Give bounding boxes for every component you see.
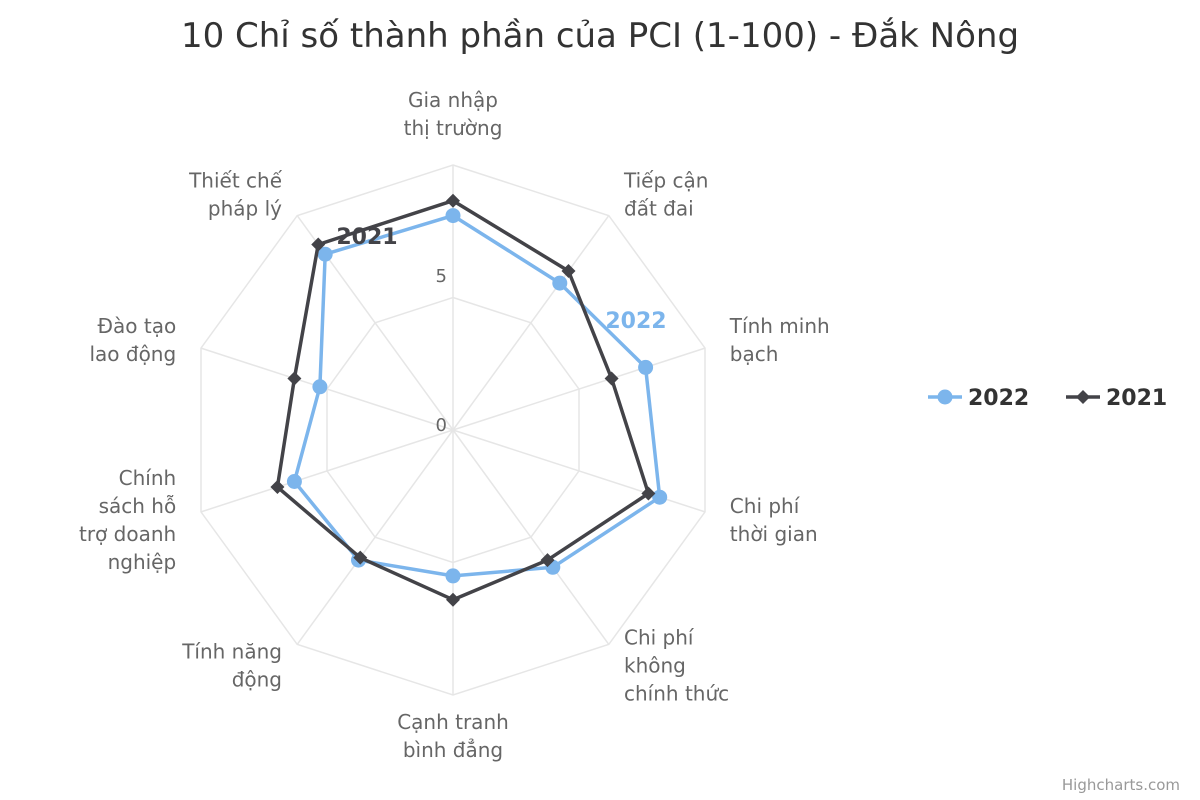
- data-point[interactable]: [287, 371, 302, 386]
- legend-label: 2022: [968, 386, 1029, 411]
- data-point[interactable]: [270, 480, 285, 495]
- data-point[interactable]: [317, 246, 333, 262]
- grid-spoke: [296, 429, 454, 645]
- chart-title: 10 Chỉ số thành phần của PCI (1-100) - Đ…: [181, 16, 1019, 56]
- data-point[interactable]: [540, 553, 555, 568]
- grid-spoke: [200, 429, 454, 513]
- legend: 2022 2021: [928, 386, 1167, 411]
- data-point[interactable]: [286, 474, 302, 489]
- grid-spoke: [452, 215, 610, 431]
- legend-marker: [937, 389, 953, 405]
- data-point[interactable]: [641, 486, 656, 501]
- grid-spoke: [452, 429, 610, 645]
- legend-marker: [1076, 390, 1090, 404]
- tick-label: 5: [436, 266, 447, 287]
- series-label: 2021: [336, 225, 397, 250]
- data-point[interactable]: [445, 568, 461, 584]
- series-label: 2022: [605, 309, 666, 334]
- axis-labels: Gia nhập thị trường Tiếp cận đất đai Tính mi…: [79, 88, 830, 762]
- axis-label: Tính năng động: [181, 639, 282, 691]
- series-2022: 2022: [286, 208, 668, 584]
- axis-label: Chi phí không chính thức: [624, 625, 729, 705]
- axis-label: Chính sách hỗ trợ doanh nghiệp: [79, 466, 176, 574]
- series-2021: 2021: [270, 193, 656, 607]
- data-point[interactable]: [446, 193, 460, 208]
- data-point[interactable]: [638, 359, 654, 375]
- axis-label: Gia nhập thị trường: [404, 88, 503, 140]
- axis-label: Tiếp cận đất đai: [623, 169, 708, 221]
- data-point[interactable]: [445, 208, 461, 224]
- legend-item-2022[interactable]: 2022: [928, 386, 1029, 411]
- grid-spoke: [452, 347, 706, 431]
- axis-label: Chi phí thời gian: [730, 494, 818, 546]
- axis-label: Tính minh bạch: [729, 314, 830, 366]
- data-point[interactable]: [561, 264, 576, 279]
- legend-item-2021[interactable]: 2021: [1066, 386, 1167, 411]
- data-point[interactable]: [552, 275, 568, 291]
- axis-label: Thiết chế pháp lý: [188, 169, 283, 221]
- axis-label: Cạnh tranh bình đẳng: [397, 710, 509, 762]
- tick-labels: 05: [436, 266, 447, 436]
- axis-label: Đào tạo lao động: [89, 314, 176, 366]
- data-point[interactable]: [312, 379, 328, 395]
- radar-grid: [200, 164, 706, 696]
- series-layer: 2022 2021: [270, 193, 668, 607]
- data-point[interactable]: [652, 489, 668, 505]
- data-point[interactable]: [311, 237, 326, 252]
- data-point[interactable]: [604, 371, 619, 386]
- tick-label: 0: [436, 415, 447, 436]
- legend-label: 2021: [1106, 386, 1167, 411]
- data-point[interactable]: [353, 550, 368, 565]
- data-point[interactable]: [446, 592, 460, 607]
- credits-link[interactable]: Highcharts.com: [1062, 776, 1180, 794]
